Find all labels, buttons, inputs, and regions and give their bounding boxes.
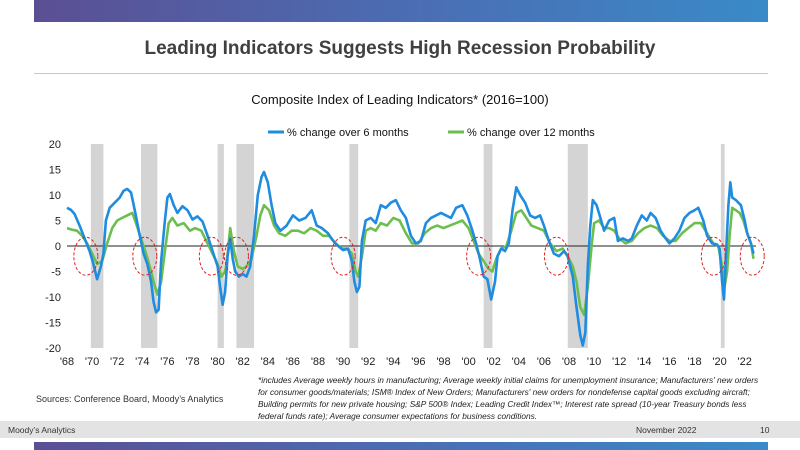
x-tick-label: '02 (487, 356, 501, 368)
x-tick-label: '88 (311, 356, 325, 368)
highlight-circle-1 (132, 236, 158, 276)
footer-bar: Moody’s Analytics November 2022 10 (0, 421, 800, 438)
legend-label-6m: % change over 6 months (287, 127, 409, 139)
x-tick-label: '78 (185, 356, 199, 368)
y-tick-label: 15 (49, 165, 61, 177)
highlight-circles (73, 236, 765, 276)
x-tick-label: '86 (286, 356, 300, 368)
footnote: *includes Average weekly hours in manufa… (258, 375, 759, 421)
x-tick-label: '04 (512, 356, 526, 368)
y-tick-label: -20 (45, 343, 61, 355)
highlight-circle-4 (330, 236, 356, 276)
legend-label-12m: % change over 12 months (467, 127, 595, 139)
y-tick-label: 10 (49, 190, 61, 202)
x-tick-label: '80 (210, 356, 224, 368)
y-tick-label: 5 (55, 216, 61, 228)
x-tick-label: '74 (135, 356, 149, 368)
x-tick-label: '92 (361, 356, 375, 368)
y-tick-label: -5 (51, 267, 61, 279)
highlight-circle-2 (198, 236, 224, 276)
x-tick-label: '68 (60, 356, 74, 368)
x-tick-label: '14 (637, 356, 651, 368)
x-tick-label: '06 (537, 356, 551, 368)
highlight-circle-0 (73, 236, 99, 276)
x-tick-label: '12 (612, 356, 626, 368)
series-line-0 (66, 170, 755, 347)
x-tick-label: '18 (687, 356, 701, 368)
top-gradient-band (34, 0, 768, 22)
title-divider (34, 73, 768, 74)
chart-series (66, 170, 755, 347)
highlight-circle-7 (700, 236, 726, 276)
highlight-circle-6 (543, 236, 569, 276)
y-tick-label: 20 (49, 139, 61, 151)
x-tick-label: '22 (738, 356, 752, 368)
sources-note: Sources: Conference Board, Moody’s Analy… (36, 394, 224, 404)
highlight-circle-5 (466, 236, 492, 276)
x-tick-label: '98 (436, 356, 450, 368)
x-tick-label: '84 (261, 356, 275, 368)
chart-legend: % change over 6 months % change over 12 … (268, 127, 595, 139)
x-tick-label: '70 (85, 356, 99, 368)
x-tick-label: '76 (160, 356, 174, 368)
series-line-1 (66, 203, 755, 317)
chart-axes: 20 15 10 5 0 -5 -10 -15 -20'68 '70 '72 '74 '76 '78 '80… (45, 139, 756, 368)
x-tick-label: '82 (236, 356, 250, 368)
page-number: 10 (760, 425, 770, 435)
x-tick-label: '96 (411, 356, 425, 368)
x-tick-label: '00 (461, 356, 475, 368)
x-tick-label: '08 (562, 356, 576, 368)
y-tick-label: -15 (45, 318, 61, 330)
slide-title: Leading Indicators Suggests High Recessi… (144, 38, 656, 59)
footer-company: Moody’s Analytics (8, 425, 76, 435)
x-tick-label: '16 (662, 356, 676, 368)
footer-date: November 2022 (636, 425, 697, 435)
bottom-gradient-band (34, 442, 768, 450)
x-tick-label: '94 (386, 356, 400, 368)
leading-indicators-chart: Composite Index of Leading Indicators* (… (45, 92, 765, 368)
x-tick-label: '20 (712, 356, 726, 368)
y-tick-label: -10 (45, 292, 61, 304)
x-tick-label: '90 (336, 356, 350, 368)
highlight-circle-3 (223, 236, 249, 276)
x-tick-label: '72 (110, 356, 124, 368)
y-tick-label: 0 (55, 241, 61, 253)
chart-title: Composite Index of Leading Indicators* (… (251, 92, 548, 107)
x-tick-label: '10 (587, 356, 601, 368)
highlight-circle-8 (739, 236, 765, 276)
